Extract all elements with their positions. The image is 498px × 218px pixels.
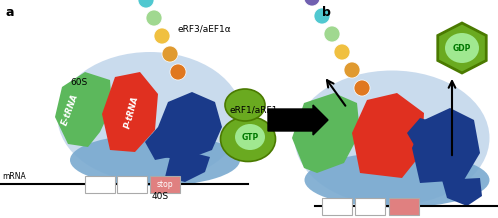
Ellipse shape [225, 89, 265, 121]
FancyBboxPatch shape [355, 198, 385, 215]
FancyBboxPatch shape [85, 175, 115, 192]
Text: GDP: GDP [453, 44, 471, 53]
Circle shape [304, 0, 320, 6]
Text: mRNA: mRNA [2, 172, 26, 181]
Polygon shape [352, 93, 424, 178]
Text: P-tRNA: P-tRNA [124, 95, 140, 129]
Circle shape [314, 8, 330, 24]
Circle shape [354, 80, 370, 96]
Text: b: b [322, 6, 331, 19]
Polygon shape [145, 127, 170, 160]
Circle shape [154, 28, 170, 44]
Polygon shape [442, 178, 482, 206]
FancyBboxPatch shape [117, 175, 147, 192]
Polygon shape [158, 92, 222, 160]
Text: stop: stop [157, 179, 173, 189]
FancyBboxPatch shape [322, 198, 352, 215]
Polygon shape [165, 152, 210, 182]
Text: E-tRNA: E-tRNA [60, 93, 80, 127]
Text: eRF1/aRF1: eRF1/aRF1 [230, 105, 278, 114]
Polygon shape [55, 72, 112, 147]
Polygon shape [438, 23, 486, 73]
Circle shape [334, 44, 350, 60]
Polygon shape [102, 72, 158, 152]
FancyBboxPatch shape [150, 175, 180, 192]
Ellipse shape [304, 153, 490, 208]
Text: 60S: 60S [70, 78, 87, 87]
Polygon shape [407, 118, 437, 153]
Ellipse shape [294, 70, 490, 206]
Text: GTP: GTP [242, 133, 258, 141]
Text: a: a [5, 6, 13, 19]
Circle shape [344, 62, 360, 78]
Polygon shape [292, 93, 360, 173]
FancyBboxPatch shape [389, 198, 419, 215]
Text: 40S: 40S [151, 192, 168, 201]
Circle shape [324, 26, 340, 42]
Ellipse shape [445, 33, 479, 63]
Ellipse shape [70, 134, 240, 186]
Ellipse shape [235, 124, 265, 150]
Circle shape [162, 46, 178, 62]
Ellipse shape [57, 52, 243, 182]
Text: eRF3/aEF1α: eRF3/aEF1α [178, 25, 232, 34]
Circle shape [138, 0, 154, 8]
FancyArrow shape [268, 105, 328, 135]
Circle shape [170, 64, 186, 80]
Ellipse shape [221, 116, 275, 162]
Polygon shape [412, 108, 480, 183]
Circle shape [146, 10, 162, 26]
